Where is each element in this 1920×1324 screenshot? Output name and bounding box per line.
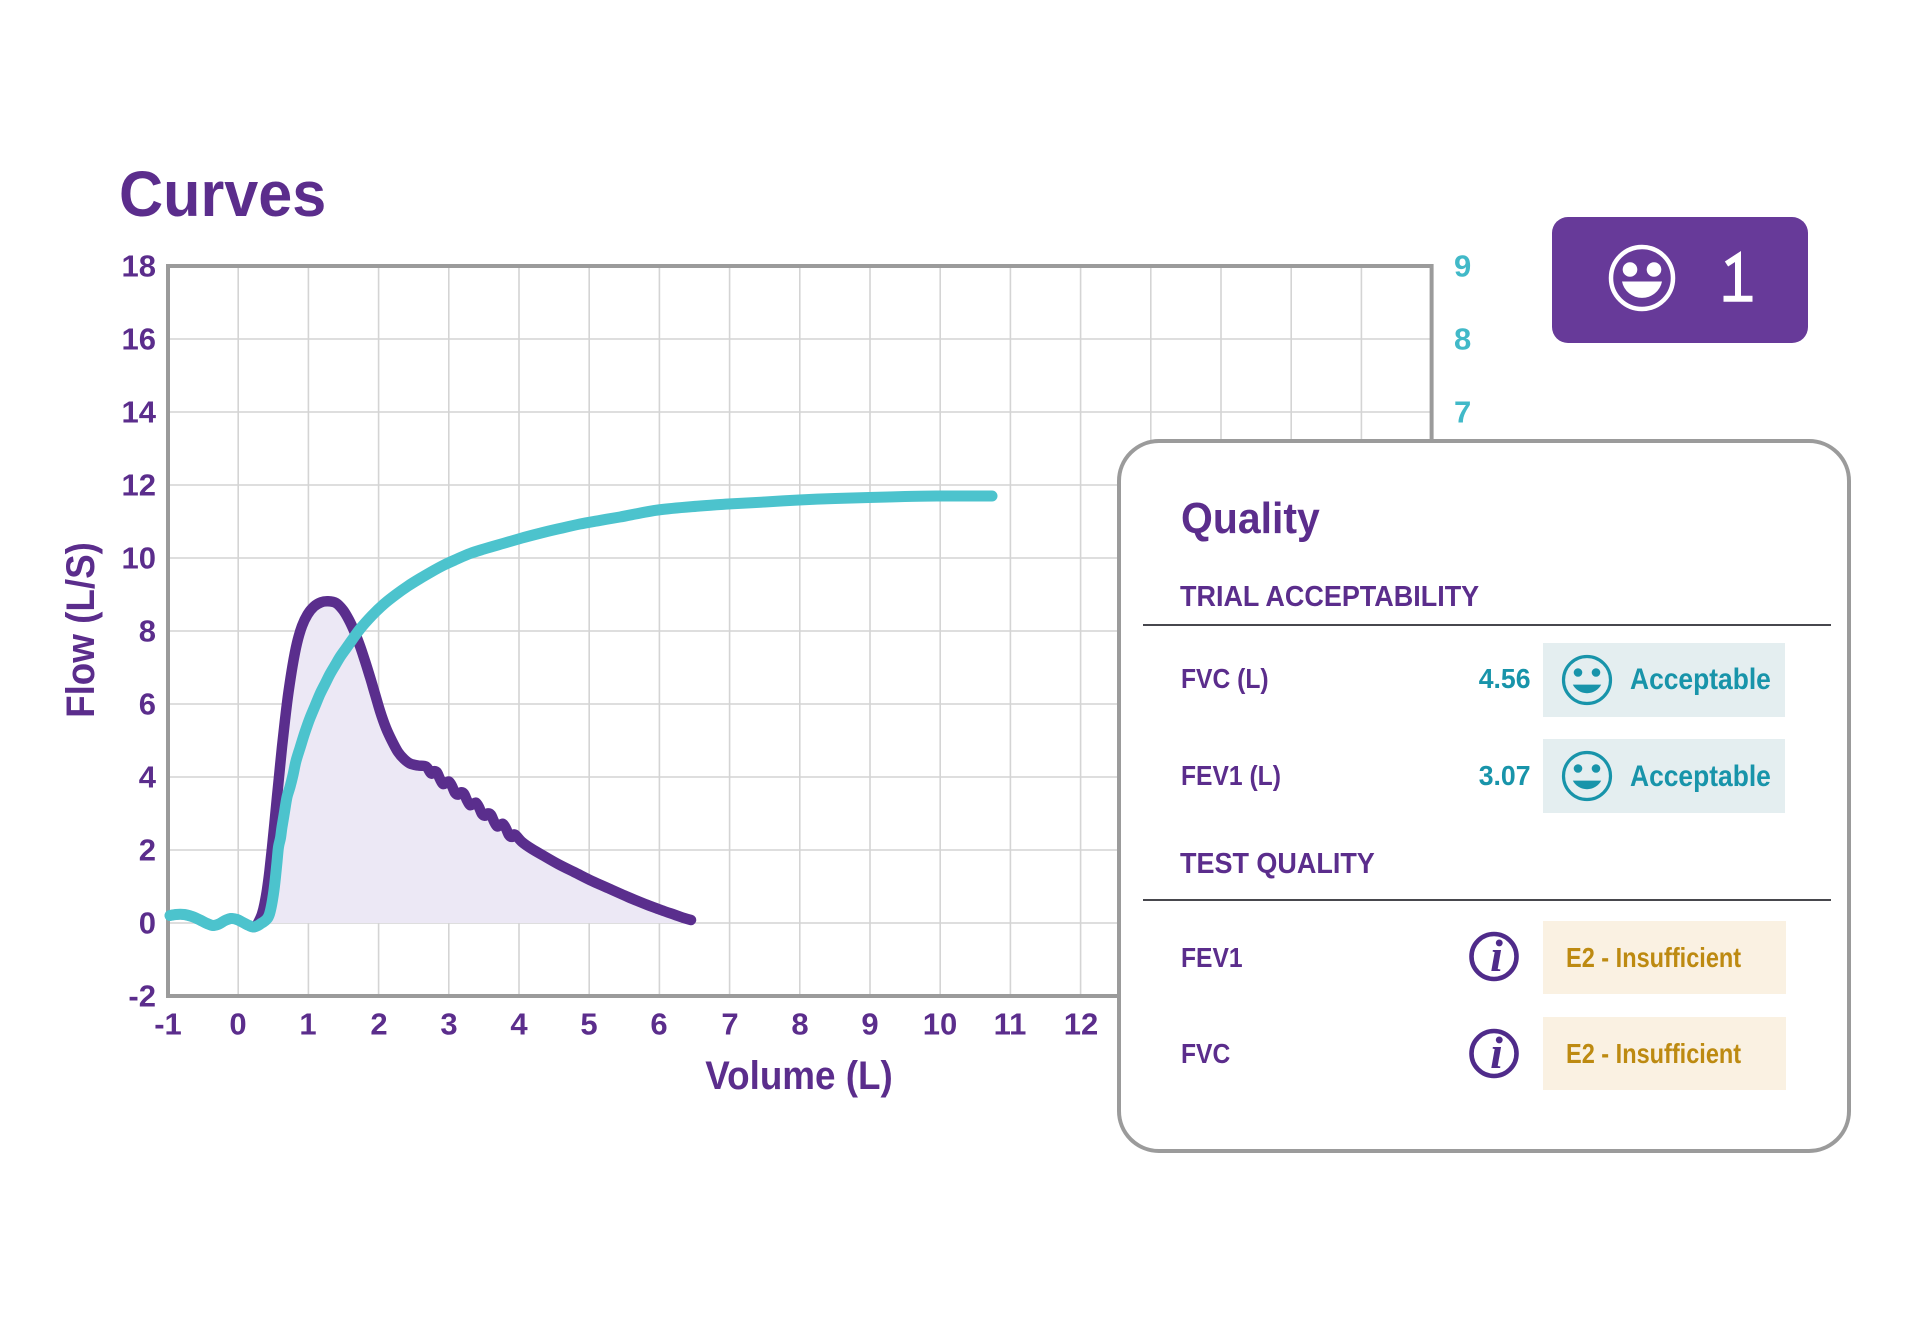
- svg-text:i: i: [1490, 1027, 1503, 1078]
- svg-text:i: i: [1490, 930, 1503, 981]
